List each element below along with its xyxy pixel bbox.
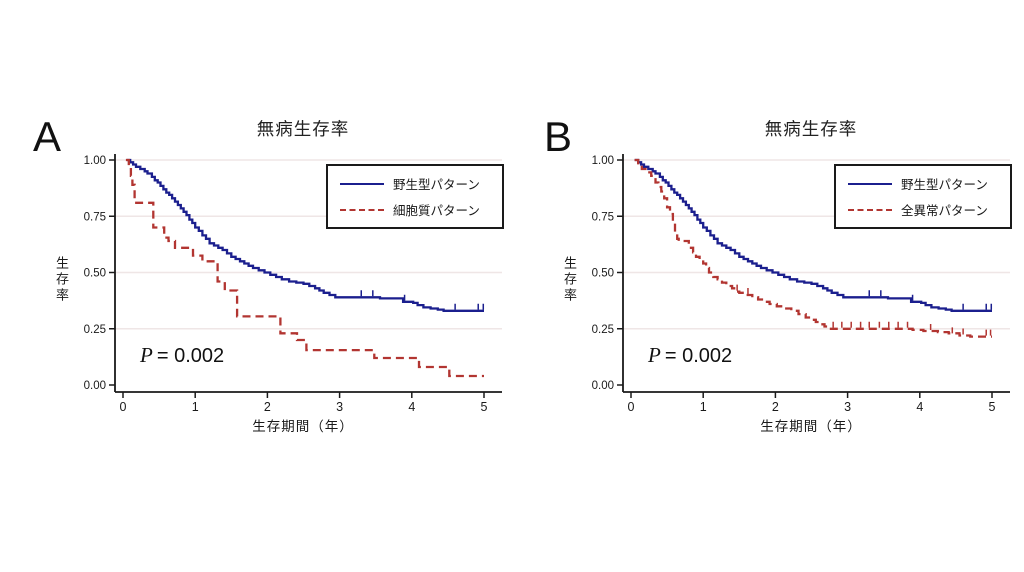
y-tick-label: 0.75: [84, 211, 106, 223]
x-tick-label: 4: [408, 400, 415, 414]
legend-item-cytoplasmic: 細胞質パターン: [340, 200, 492, 219]
y-tick-label: 0.00: [592, 380, 614, 392]
legend-label: 細胞質パターン: [393, 204, 480, 218]
y-tick-label: 1.00: [84, 155, 106, 167]
panel-letter-b: B: [544, 113, 573, 160]
y-tick-label: 0.75: [592, 211, 614, 223]
panel-a: 無病生存率 生存率 0.00 0.25 0.50 0.75 1.00 0 1 2 3 4 5 野生型…: [28, 112, 520, 460]
series-curve-dashed: [125, 158, 484, 378]
y-tick-label: 0.50: [592, 268, 614, 280]
x-tick-label: 3: [844, 400, 851, 414]
x-tick-label: 4: [916, 400, 923, 414]
legend-label: 全異常パターン: [901, 204, 988, 218]
legend-item-total-aberrant: 全異常パターン: [848, 200, 1000, 219]
x-tick-label: 0: [628, 400, 635, 414]
p-value-annotation: P = 0.002: [140, 343, 224, 368]
x-tick-label: 2: [772, 400, 779, 414]
y-tick-label: 0.50: [84, 268, 106, 280]
y-tick-label: 0.00: [84, 380, 106, 392]
x-tick-label: 0: [120, 400, 127, 414]
legend-dashed-line-sample: [848, 208, 892, 211]
x-tick-label: 1: [700, 400, 707, 414]
y-tick-label: 1.00: [592, 155, 614, 167]
legend-dashed-line-sample: [340, 208, 384, 211]
legend-label: 野生型パターン: [901, 178, 988, 192]
x-tick-label: 5: [481, 400, 488, 414]
x-tick-label: 2: [264, 400, 271, 414]
series-curve-dashed: [634, 158, 992, 338]
y-axis-label: 生存率: [562, 256, 577, 304]
legend-solid-line-sample: [340, 182, 384, 185]
p-value-number: = 0.002: [156, 345, 225, 367]
legend-solid-line-sample: [848, 182, 892, 185]
chart-title: 無病生存率: [764, 119, 858, 139]
chart-title: 無病生存率: [256, 119, 350, 139]
legend-box: 野生型パターン 細胞質パターン: [326, 164, 504, 229]
series-curve-solid: [126, 158, 484, 312]
p-value-annotation: P = 0.002: [648, 343, 732, 368]
survival-chart-svg: 0.00 0.25 0.50 0.75 1.00 0 1 2 3 4 5: [592, 154, 1010, 414]
y-tick-label: 0.25: [592, 324, 614, 336]
survival-chart-svg: 0.00 0.25 0.50 0.75 1.00 0 1 2 3 4 5: [84, 154, 502, 414]
series-curve-solid: [634, 158, 992, 312]
x-tick-label: 5: [989, 400, 996, 414]
p-value-number: = 0.002: [664, 345, 733, 367]
y-tick-label: 0.25: [84, 324, 106, 336]
p-value-symbol: P: [140, 343, 153, 367]
legend-label: 野生型パターン: [393, 178, 480, 192]
x-axis-label: 生存期間（年）: [760, 419, 862, 434]
x-axis-label: 生存期間（年）: [252, 419, 354, 434]
y-axis-label: 生存率: [54, 256, 69, 304]
legend-item-wild-type: 野生型パターン: [848, 174, 1000, 193]
legend-item-wild-type: 野生型パターン: [340, 174, 492, 193]
legend-box: 野生型パターン 全異常パターン: [834, 164, 1012, 229]
p-value-symbol: P: [648, 343, 661, 367]
panel-b: 無病生存率 生存率 0.00 0.25 0.50 0.75 1.00 0 1 2 3 4 5 野生型…: [536, 112, 1024, 460]
x-tick-label: 1: [192, 400, 199, 414]
x-tick-label: 3: [336, 400, 343, 414]
panel-letter-a: A: [33, 113, 62, 160]
